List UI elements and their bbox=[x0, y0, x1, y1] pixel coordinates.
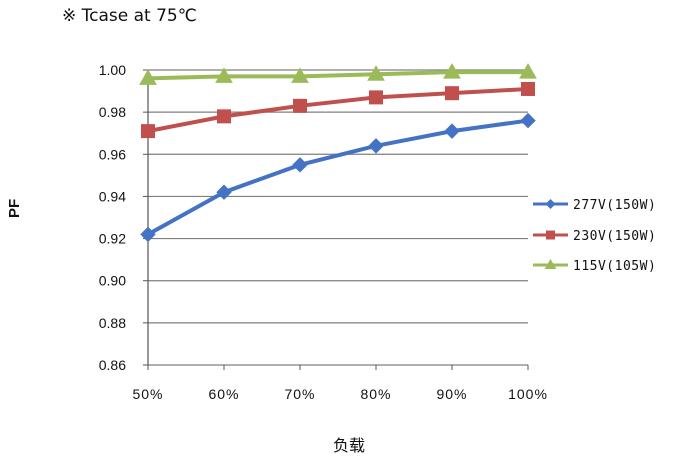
data-point-triangle bbox=[215, 67, 233, 83]
y-tick-label: 0.96 bbox=[99, 146, 126, 162]
data-point-diamond bbox=[140, 226, 156, 243]
data-point-square bbox=[217, 109, 231, 124]
series-line bbox=[147, 118, 529, 237]
y-tick-label: 0.90 bbox=[99, 273, 126, 289]
data-point-triangle bbox=[291, 67, 309, 83]
data-point-diamond bbox=[444, 123, 460, 139]
y-tick-label: 0.98 bbox=[99, 104, 126, 120]
data-point-diamond bbox=[216, 184, 232, 200]
legend-label: 115V(105W) bbox=[573, 259, 656, 274]
legend-label: 277V(150W) bbox=[573, 198, 656, 213]
temperature-note: ※ Tcase at 75℃ bbox=[62, 6, 197, 26]
data-point-square bbox=[521, 81, 535, 96]
data-point-triangle bbox=[139, 69, 157, 85]
data-point-triangle bbox=[519, 63, 537, 79]
x-tick-label: 80% bbox=[360, 386, 391, 402]
y-tick-label: 0.88 bbox=[99, 315, 126, 331]
y-tick-label: 0.94 bbox=[99, 188, 126, 204]
data-point-square bbox=[369, 90, 383, 105]
data-point-diamond bbox=[368, 138, 384, 154]
y-tick-label: 0.92 bbox=[99, 231, 126, 247]
x-tick-label: 60% bbox=[208, 386, 239, 402]
data-point-square bbox=[141, 124, 155, 139]
y-tick-label: 1.00 bbox=[99, 62, 126, 78]
x-tick-label: 70% bbox=[284, 386, 315, 402]
legend-label: 230V(150W) bbox=[573, 229, 656, 244]
data-point-triangle bbox=[443, 63, 461, 79]
x-axis-label: 负载 bbox=[333, 436, 366, 455]
legend-marker bbox=[544, 259, 557, 269]
legend-marker bbox=[545, 199, 556, 209]
x-tick-label: 100% bbox=[508, 386, 548, 402]
series-line bbox=[147, 86, 529, 134]
data-point-diamond bbox=[520, 112, 536, 129]
data-point-diamond bbox=[292, 157, 308, 173]
legend-marker bbox=[546, 230, 555, 240]
y-tick-label: 0.86 bbox=[99, 357, 126, 373]
data-point-square bbox=[445, 86, 459, 101]
x-tick-label: 50% bbox=[132, 386, 163, 402]
x-tick-label: 90% bbox=[436, 386, 467, 402]
data-point-square bbox=[293, 98, 307, 113]
series-line bbox=[147, 70, 528, 81]
data-point-triangle bbox=[367, 65, 385, 81]
